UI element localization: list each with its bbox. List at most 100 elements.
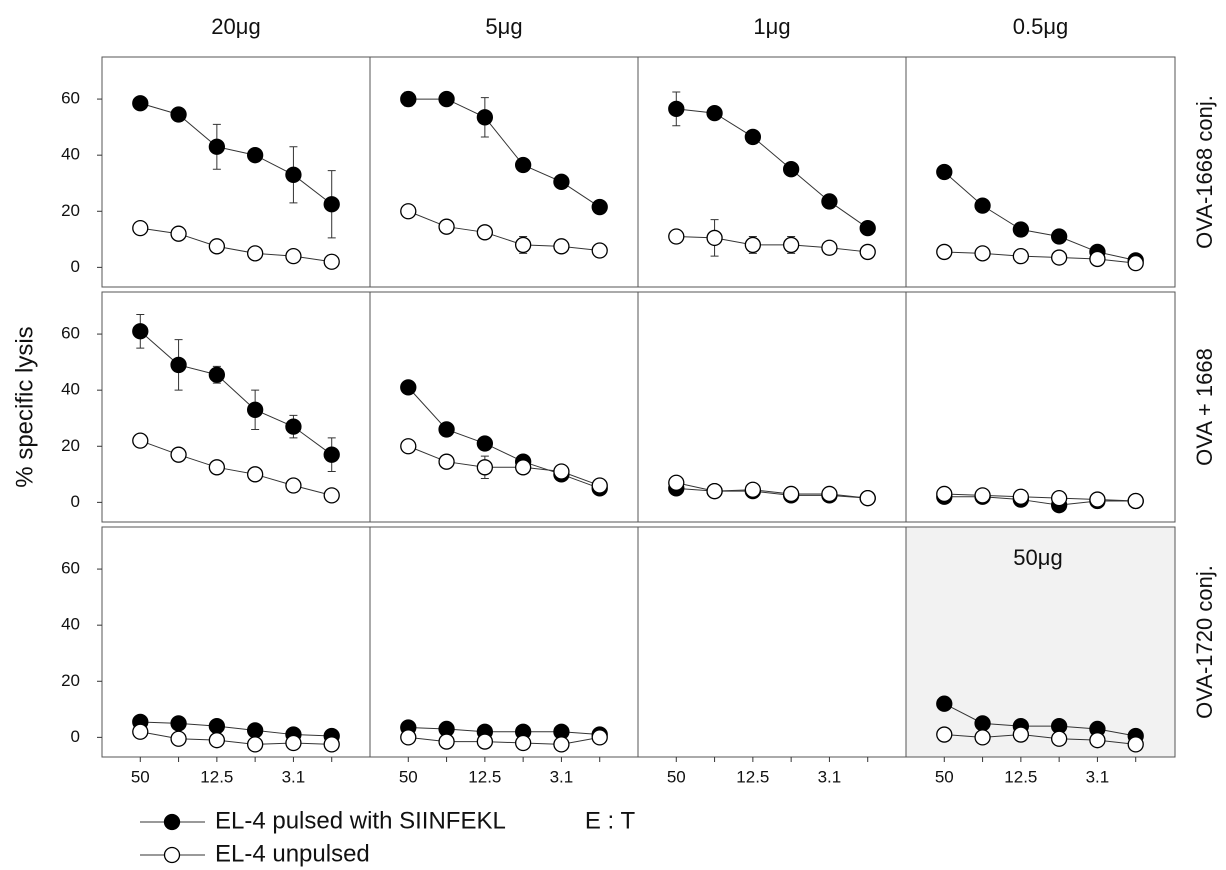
data-point xyxy=(400,438,417,455)
data-point xyxy=(246,736,264,753)
data-point xyxy=(936,726,953,743)
data-point xyxy=(132,323,149,340)
x-tick-label: 3.1 xyxy=(1086,767,1110,786)
data-point xyxy=(1050,490,1068,507)
data-point xyxy=(859,243,876,261)
data-point xyxy=(400,203,417,220)
data-point xyxy=(668,100,685,118)
data-point xyxy=(246,466,264,483)
data-point xyxy=(591,242,608,259)
data-point xyxy=(553,238,570,255)
data-point xyxy=(591,477,608,494)
data-point xyxy=(514,156,532,174)
data-point xyxy=(285,477,302,494)
data-point xyxy=(438,453,455,470)
data-point xyxy=(323,196,340,213)
data-point xyxy=(132,432,149,449)
data-point xyxy=(400,90,417,108)
data-point xyxy=(782,161,800,178)
data-point xyxy=(821,239,838,256)
panel xyxy=(101,56,371,288)
data-point xyxy=(132,219,149,237)
data-point xyxy=(936,163,953,181)
y-tick-label: 40 xyxy=(61,145,80,164)
data-point xyxy=(208,732,226,749)
y-tick-label: 0 xyxy=(71,727,80,746)
data-point xyxy=(1127,736,1144,753)
data-point xyxy=(514,734,532,752)
x-tick-label: 12.5 xyxy=(736,767,769,786)
data-point xyxy=(936,243,953,261)
data-point xyxy=(744,481,762,498)
data-point xyxy=(170,106,187,123)
series-line xyxy=(140,102,333,205)
row-title: OVA-1720 conj. xyxy=(1192,565,1217,719)
data-point xyxy=(706,104,723,122)
series-line xyxy=(408,210,600,252)
y-tick-label: 40 xyxy=(61,615,80,634)
data-point xyxy=(553,736,570,753)
data-point xyxy=(1050,228,1068,245)
panel xyxy=(637,526,907,758)
y-axis-label: % specific lysis xyxy=(11,326,38,487)
data-point xyxy=(246,722,264,739)
data-point xyxy=(323,736,340,753)
data-point xyxy=(132,723,149,740)
data-point xyxy=(782,485,800,503)
series-line xyxy=(140,440,332,496)
data-point xyxy=(246,147,264,164)
data-point xyxy=(1012,488,1030,505)
data-point xyxy=(591,198,608,216)
data-point xyxy=(744,236,762,254)
y-tick-label: 20 xyxy=(61,436,80,455)
data-point xyxy=(514,236,532,254)
data-point xyxy=(1089,491,1106,508)
series-line xyxy=(408,98,600,208)
data-point xyxy=(170,356,187,374)
column-title: 5μg xyxy=(485,14,522,39)
data-point xyxy=(246,245,264,262)
data-point xyxy=(821,485,838,503)
data-point xyxy=(208,459,226,476)
data-point xyxy=(1012,221,1030,238)
series-line xyxy=(944,496,1136,506)
legend-label: EL-4 pulsed with SIINFEKL xyxy=(215,807,506,834)
data-point xyxy=(1089,250,1106,268)
data-point xyxy=(591,729,608,746)
x-tick-label: 50 xyxy=(131,767,150,786)
data-point xyxy=(170,730,187,747)
data-point xyxy=(1089,732,1106,749)
x-tick-label: 50 xyxy=(935,767,954,786)
annotation: 50μg xyxy=(1013,545,1062,570)
series-line xyxy=(676,108,868,229)
data-point xyxy=(285,734,302,752)
panel xyxy=(905,526,1176,758)
y-tick-label: 20 xyxy=(61,671,80,690)
data-point xyxy=(744,128,762,146)
data-point xyxy=(1012,247,1030,265)
data-point xyxy=(476,435,494,452)
data-point xyxy=(285,418,302,435)
x-tick-label: 12.5 xyxy=(200,767,233,786)
data-point xyxy=(974,197,991,214)
data-point xyxy=(668,228,685,245)
data-point xyxy=(706,482,723,500)
data-point xyxy=(438,218,455,235)
panel xyxy=(905,56,1176,288)
data-point xyxy=(208,238,226,255)
data-point xyxy=(553,463,570,480)
data-point xyxy=(706,229,723,247)
series-line xyxy=(408,736,600,745)
data-point xyxy=(323,487,340,504)
data-point xyxy=(821,193,838,210)
data-point xyxy=(132,95,149,112)
data-point xyxy=(476,733,494,750)
data-point xyxy=(208,717,226,735)
series-line xyxy=(139,330,333,456)
y-tick-label: 0 xyxy=(71,257,80,276)
data-point xyxy=(936,695,953,712)
data-point xyxy=(400,379,417,396)
data-point xyxy=(208,138,226,155)
data-point xyxy=(1050,730,1068,747)
data-point xyxy=(476,109,494,126)
